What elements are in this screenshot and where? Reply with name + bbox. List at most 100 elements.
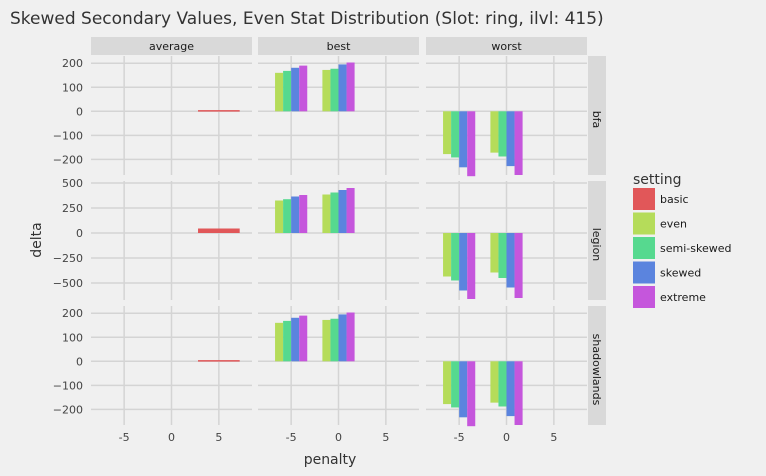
bar-extreme bbox=[467, 111, 476, 177]
y-tick-label: 200 bbox=[62, 57, 83, 70]
bar-semi-skewed bbox=[283, 70, 292, 112]
bar-extreme bbox=[299, 65, 308, 112]
y-tick-label: −200 bbox=[53, 153, 83, 166]
bar-even bbox=[275, 72, 284, 112]
bar-extreme bbox=[514, 361, 523, 425]
bar-even bbox=[443, 233, 452, 277]
bar-even bbox=[490, 361, 499, 403]
facet-strip-best bbox=[258, 37, 419, 55]
bar-skewed bbox=[338, 64, 347, 112]
x-axis-title: penalty bbox=[304, 452, 357, 468]
facet-strip-label: worst bbox=[491, 40, 522, 53]
bar-skewed bbox=[506, 361, 515, 417]
y-axis-title: delta bbox=[29, 222, 45, 257]
y-tick-label: 200 bbox=[62, 307, 83, 320]
x-tick-label: 0 bbox=[168, 431, 175, 444]
legend-swatch-extreme bbox=[633, 286, 655, 308]
bar-semi-skewed bbox=[451, 361, 460, 408]
bar-semi-skewed bbox=[498, 233, 507, 278]
bar-semi-skewed bbox=[330, 68, 339, 112]
bar-skewed bbox=[506, 233, 515, 288]
facet-strip-legion bbox=[588, 181, 606, 300]
legend-label-skewed: skewed bbox=[660, 267, 701, 280]
y-tick-label: 500 bbox=[62, 177, 83, 190]
legend-label-even: even bbox=[660, 218, 687, 231]
bar-even bbox=[322, 69, 331, 112]
facet-panels: average best worst bfa 200 100 0 −100 −200 legion… bbox=[53, 37, 606, 444]
y-tick-label: −200 bbox=[53, 403, 83, 416]
y-tick-label: 0 bbox=[76, 105, 83, 118]
panel-bfa-worst bbox=[426, 56, 587, 177]
bar-semi-skewed bbox=[451, 111, 460, 158]
x-tick-label: -5 bbox=[454, 431, 465, 444]
x-tick-label: -5 bbox=[286, 431, 297, 444]
bar-extreme bbox=[346, 188, 355, 233]
bar-even bbox=[443, 111, 452, 155]
y-tick-label: 0 bbox=[76, 355, 83, 368]
panel-shadowlands-best bbox=[258, 306, 419, 425]
legend-swatch-semi-skewed bbox=[633, 237, 655, 259]
bar-basic bbox=[198, 110, 240, 112]
legend-swatch-even bbox=[633, 212, 655, 235]
y-tick-label: −100 bbox=[53, 129, 83, 142]
bar-extreme bbox=[514, 111, 523, 175]
x-tick-label: -5 bbox=[119, 431, 130, 444]
bar-even bbox=[275, 200, 284, 233]
bar-skewed bbox=[291, 196, 300, 233]
bar-even bbox=[490, 233, 499, 273]
bar-skewed bbox=[459, 233, 468, 291]
y-tick-label: 100 bbox=[62, 81, 83, 94]
facet-strip-bfa bbox=[588, 56, 606, 175]
panel-bfa-best bbox=[258, 56, 419, 175]
facet-strip-worst bbox=[426, 37, 587, 55]
y-tick-label: 250 bbox=[62, 202, 83, 215]
bar-basic bbox=[198, 360, 240, 362]
y-tick-label: −250 bbox=[53, 252, 83, 265]
legend-title: setting bbox=[633, 172, 682, 188]
x-tick-label: 0 bbox=[335, 431, 342, 444]
facet-strip-average bbox=[91, 37, 252, 55]
bar-extreme bbox=[467, 233, 476, 299]
bar-skewed bbox=[291, 317, 300, 362]
x-tick-label: 5 bbox=[550, 431, 557, 444]
bar-semi-skewed bbox=[451, 233, 460, 281]
bar-extreme bbox=[299, 195, 308, 233]
facet-strip-label: best bbox=[327, 40, 351, 53]
bar-semi-skewed bbox=[330, 318, 339, 362]
facet-strip-shadowlands bbox=[588, 306, 606, 425]
bar-semi-skewed bbox=[498, 111, 507, 157]
panel-bfa-average bbox=[91, 56, 252, 175]
bar-basic bbox=[198, 228, 240, 233]
bar-skewed bbox=[291, 67, 300, 112]
bar-even bbox=[322, 194, 331, 233]
bar-extreme bbox=[346, 62, 355, 112]
bar-even bbox=[275, 322, 284, 362]
panel-shadowlands-average bbox=[91, 306, 252, 425]
bar-extreme bbox=[299, 315, 308, 362]
bar-skewed bbox=[506, 111, 515, 167]
legend-label-extreme: extreme bbox=[660, 291, 706, 304]
y-tick-label: −100 bbox=[53, 379, 83, 392]
y-tick-label: 0 bbox=[76, 227, 83, 240]
facet-strip-label: average bbox=[149, 40, 194, 53]
panel-legion-worst bbox=[426, 181, 587, 300]
bar-skewed bbox=[459, 111, 468, 168]
bar-semi-skewed bbox=[330, 192, 339, 233]
bar-skewed bbox=[338, 190, 347, 233]
x-tick-label: 5 bbox=[215, 431, 222, 444]
legend-label-basic: basic bbox=[660, 193, 689, 206]
facet-strip-label: legion bbox=[590, 228, 603, 262]
facet-strip-label: bfa bbox=[590, 111, 603, 129]
bar-semi-skewed bbox=[283, 199, 292, 233]
legend: setting basic even semi-skewed skewed extrem… bbox=[633, 172, 731, 308]
x-tick-label: 5 bbox=[382, 431, 389, 444]
y-tick-label: −500 bbox=[53, 277, 83, 290]
bar-extreme bbox=[346, 312, 355, 362]
bar-skewed bbox=[338, 314, 347, 362]
x-tick-label: 0 bbox=[503, 431, 510, 444]
bar-skewed bbox=[459, 361, 468, 418]
bar-extreme bbox=[467, 361, 476, 427]
bar-even bbox=[490, 111, 499, 153]
facet-strip-label: shadowlands bbox=[590, 334, 603, 406]
